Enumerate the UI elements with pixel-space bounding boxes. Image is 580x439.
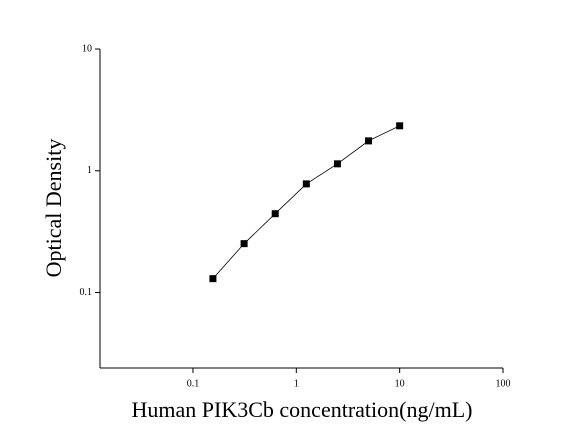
x-tick-label: 10 — [395, 378, 405, 389]
x-tick-label: 0.1 — [187, 378, 200, 389]
data-point — [365, 137, 373, 145]
data-point — [396, 122, 404, 130]
x-tick-label: 100 — [496, 378, 511, 389]
y-tick-label: 0.1 — [80, 287, 93, 298]
data-point — [209, 275, 217, 283]
fit-curve — [212, 125, 400, 279]
y-axis-label: Optical Density — [41, 139, 66, 278]
data-point — [302, 180, 310, 188]
data-point — [271, 210, 279, 218]
data-point — [240, 240, 248, 248]
y-tick-label: 1 — [87, 165, 92, 176]
data-point — [333, 160, 341, 168]
x-axis-label: Human PIK3Cb concentration(ng/mL) — [132, 397, 473, 422]
y-tick-label: 10 — [82, 43, 92, 54]
x-tick-label: 1 — [294, 378, 299, 389]
